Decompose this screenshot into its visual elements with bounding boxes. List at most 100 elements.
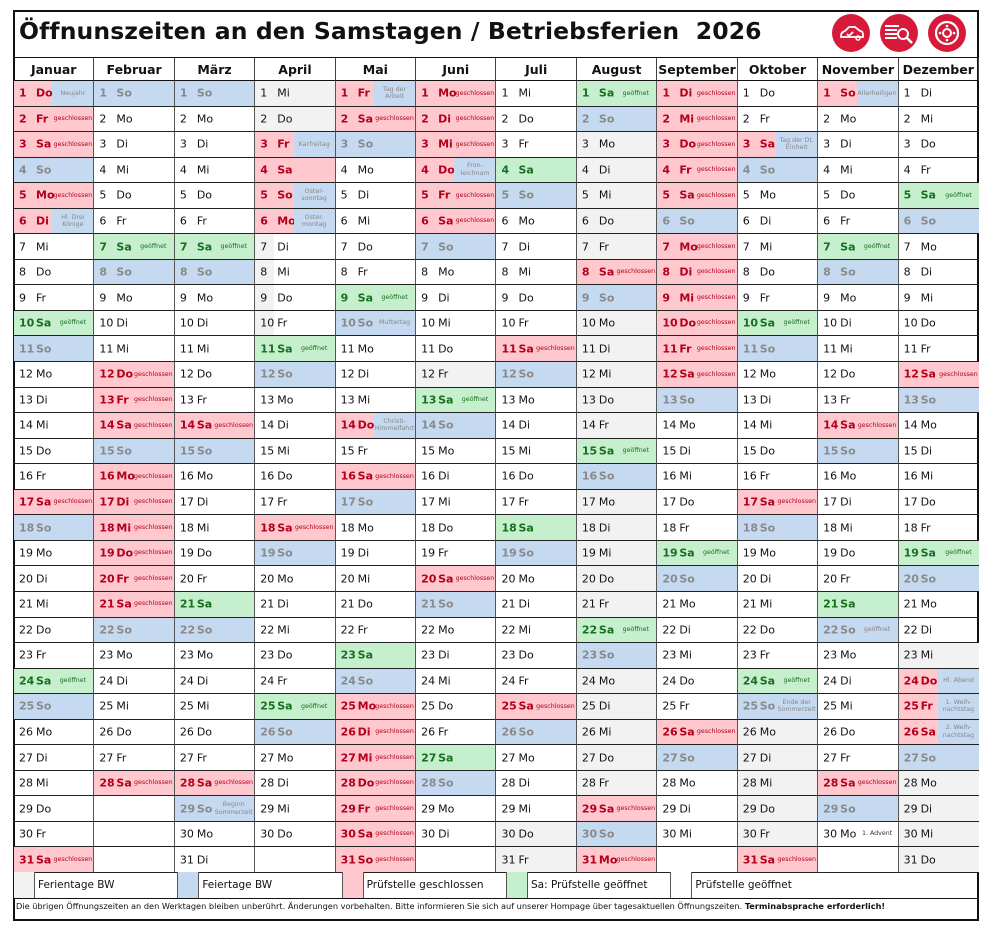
day-cell: 15 So — [818, 438, 899, 465]
day-cell: 21 Sa — [818, 591, 899, 618]
day-cell: 8 Mo — [416, 259, 497, 286]
weekday: Di — [36, 214, 49, 228]
day-number: 27 — [179, 751, 194, 765]
day-number: 10 — [99, 316, 114, 330]
day-cell: 9 Mi geschlossen — [657, 285, 738, 311]
weekday: So — [196, 802, 213, 816]
day-cell: 21 Sa geschlossen — [94, 591, 175, 618]
weekday: Mi — [196, 163, 210, 177]
day-number: 21 — [99, 597, 115, 611]
weekday: Mi — [357, 214, 371, 228]
day-number: 15 — [742, 444, 757, 458]
day-note: geschlossen — [134, 498, 173, 506]
weekday: Di — [357, 188, 370, 202]
weekday: Mi — [518, 265, 532, 279]
day-cell: 22 Do — [14, 617, 95, 644]
day-note: Neujahr — [52, 81, 94, 106]
weekday: Mo — [438, 444, 455, 458]
weekday: Mo — [196, 112, 214, 126]
day-cell: 1 Mo geschlossen — [416, 81, 497, 107]
day-cell: 25 Mi — [818, 694, 899, 720]
day-note: geschlossen — [455, 191, 495, 199]
day-number: 30 — [903, 827, 918, 841]
day-number: 7 — [501, 240, 509, 254]
day-cell: 9 Do — [496, 285, 577, 311]
weekday: Sa — [438, 214, 454, 228]
day-cell: 3 Di — [94, 132, 175, 158]
day-number: 8 — [19, 265, 26, 279]
day-cell: 3 So — [335, 132, 417, 158]
month-header: Dezember — [898, 58, 979, 81]
weekday: Fr — [518, 316, 529, 330]
weekday: Mo — [357, 342, 374, 356]
day-number: 7 — [903, 240, 911, 254]
day-cell: 11 Mi — [94, 336, 175, 363]
weekday: Fr — [598, 776, 609, 790]
weekday: Mi — [920, 648, 934, 662]
day-number: 20 — [260, 572, 275, 586]
weekday: So — [36, 163, 52, 177]
day-note: geschlossen — [134, 600, 173, 608]
weekday: So — [277, 188, 293, 202]
weekday: Mo — [759, 546, 776, 560]
day-number: 1 — [99, 86, 108, 100]
weekday: Di — [920, 265, 933, 279]
month-header: Juli — [496, 58, 577, 81]
day-note: geschlossen — [696, 89, 736, 97]
day-cell: 9 Mi — [898, 285, 979, 311]
weekday: Fr — [518, 674, 529, 688]
day-number: 26 — [903, 725, 919, 739]
day-note: geöffnet — [622, 626, 650, 634]
day-cell: 15 Di — [657, 438, 738, 465]
day-cell: 22 Di — [898, 618, 979, 644]
weekday: Mo — [840, 291, 857, 305]
weekday: Di — [357, 546, 370, 560]
weekday: Do — [357, 418, 375, 432]
day-cell: 10 Fr — [255, 310, 336, 337]
day-number: 9 — [19, 291, 26, 305]
weekday: Fr — [920, 699, 933, 713]
weekday: Di — [679, 86, 693, 100]
weekday: Di — [598, 699, 611, 713]
day-cell: 5 Di — [335, 183, 417, 209]
weekday: Sa — [679, 188, 695, 202]
day-note: geschlossen — [455, 89, 495, 97]
weekday: So — [277, 546, 293, 560]
day-number: 9 — [581, 291, 590, 305]
weekday: Mi — [196, 342, 210, 356]
weekday: Do — [518, 112, 534, 126]
weekday: Do — [920, 316, 936, 330]
day-number: 21 — [340, 597, 355, 611]
day-cell: 16 Fr — [737, 464, 819, 490]
day-number: 5 — [19, 188, 27, 202]
footer-bold: Terminabsprache erforderlich! — [744, 901, 886, 911]
day-number: 21 — [662, 597, 677, 611]
day-number: 11 — [903, 342, 918, 356]
day-cell: 4 So — [737, 157, 819, 184]
day-number: 14 — [340, 418, 356, 432]
day-cell: 25 Mi — [174, 694, 256, 720]
weekday: Sa — [920, 725, 936, 739]
weekday: Mo — [36, 367, 53, 381]
day-note: geschlossen — [696, 345, 736, 352]
day-cell: 19 Mi — [576, 540, 658, 567]
day-cell: 22 Mo — [416, 617, 497, 644]
day-cell: 7 Mo geschlossen — [657, 234, 738, 260]
day-cell: 27 Fr — [818, 745, 899, 771]
weekday: Di — [840, 316, 852, 330]
weekday: Fr — [357, 444, 368, 458]
weekday: So — [679, 214, 695, 228]
day-number: 19 — [581, 546, 596, 560]
day-number: 17 — [179, 495, 194, 509]
day-note: Oster-sonntag — [293, 183, 335, 208]
day-cell: 20 Do — [576, 566, 658, 592]
day-cell: 28 Fr — [576, 770, 658, 797]
day-number: 16 — [179, 469, 194, 483]
day-number: 24 — [581, 674, 596, 688]
day-number: 7 — [823, 240, 831, 254]
day-number: 10 — [501, 316, 516, 330]
day-number: 4 — [823, 163, 831, 177]
day-cell: 16 Mo — [818, 464, 899, 490]
day-number: 10 — [179, 316, 194, 330]
day-cell: 19 Mo — [737, 540, 819, 567]
